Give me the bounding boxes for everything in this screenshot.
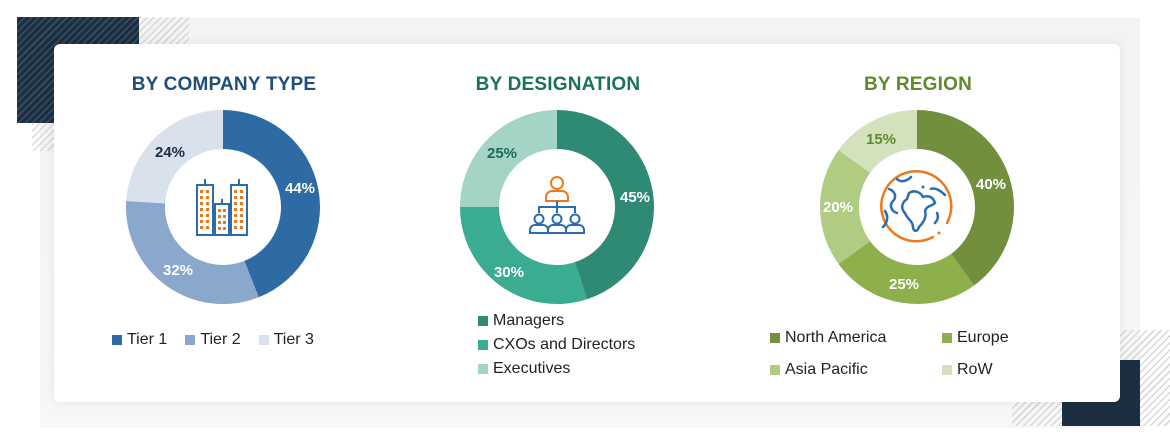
legend-label: Europe: [957, 329, 1009, 346]
donut-slice: [223, 110, 320, 298]
donut-slice: [917, 110, 1014, 286]
legend-region: North America Europe Asia Pacific RoW: [770, 329, 1009, 379]
legend-item-tier3: Tier 3: [258, 331, 314, 349]
chart-title-region: BY REGION: [863, 74, 973, 95]
legend-label: Tier 2: [200, 331, 241, 348]
slice-label-row: 15%: [866, 131, 896, 148]
legend-swatch: [942, 365, 952, 375]
legend-swatch: [770, 365, 780, 375]
panel-designation: BY DESIGNATION 45% 30% 25% Managers CXOs…: [388, 44, 728, 402]
legend-label: Tier 3: [273, 331, 314, 348]
legend-label: Executives: [493, 360, 571, 377]
donut-slice: [838, 241, 975, 304]
decor-hatch-left: [32, 123, 54, 151]
legend-label: Tier 1: [127, 331, 168, 348]
chart-title-company-type: BY COMPANY TYPE: [131, 74, 317, 95]
legend-item-executives: Executives: [478, 360, 635, 378]
donut-chart-region: 40% 25% 20% 15%: [820, 110, 1014, 304]
legend-item-asia-pacific: Asia Pacific: [770, 361, 942, 379]
donut-slice: [557, 110, 654, 300]
donut-slice: [126, 200, 259, 304]
slice-label-tier1: 44%: [285, 180, 315, 197]
legend-swatch: [478, 316, 488, 326]
slice-label-tier2: 32%: [163, 262, 193, 279]
donut-slice: [838, 110, 917, 173]
legend-swatch: [770, 333, 780, 343]
donut-slice: [820, 149, 871, 265]
legend-item-row: RoW: [942, 361, 1009, 379]
legend-item-north-america: North America: [770, 329, 942, 347]
slice-label-cxos: 30%: [494, 264, 524, 281]
legend-company-type: Tier 1 Tier 2 Tier 3: [112, 331, 314, 349]
donut-slice: [460, 207, 587, 304]
legend-item-tier1: Tier 1: [112, 331, 167, 349]
globe-icon: [880, 170, 953, 243]
legend-label: CXOs and Directors: [493, 336, 636, 353]
legend-item-europe: Europe: [942, 329, 1009, 347]
legend-label: North America: [785, 329, 887, 346]
org-hierarchy-icon: [529, 176, 585, 234]
legend-swatch: [185, 335, 196, 345]
decor-hatch-top-left: [139, 17, 189, 45]
legend-item-managers: Managers: [478, 312, 635, 330]
slice-label-asia-pacific: 20%: [823, 199, 853, 216]
buildings-icon: [196, 179, 248, 236]
panel-region: BY REGION 40% 25% 20% 15% North America …: [748, 44, 1088, 402]
chart-title-designation: BY DESIGNATION: [475, 74, 641, 95]
donut-chart-company-type: 44% 32% 24%: [126, 110, 320, 304]
chart-card: BY COMPANY TYPE: [54, 44, 1120, 402]
slice-label-executives: 25%: [487, 145, 517, 162]
donut-slice: [460, 110, 557, 207]
legend-swatch: [478, 340, 488, 350]
donut-chart-designation: 45% 30% 25%: [460, 110, 654, 304]
legend-item-tier2: Tier 2: [185, 331, 241, 349]
panel-company-type: BY COMPANY TYPE: [54, 44, 394, 402]
slice-label-north-america: 40%: [976, 176, 1006, 193]
slice-label-tier3: 24%: [155, 144, 185, 161]
legend-swatch: [478, 364, 488, 374]
slice-label-europe: 25%: [889, 276, 919, 293]
legend-swatch: [112, 335, 122, 345]
legend-swatch: [942, 333, 952, 343]
legend-swatch: [258, 335, 269, 345]
legend-label: Asia Pacific: [785, 361, 868, 378]
legend-label: Managers: [493, 312, 565, 329]
slice-label-managers: 45%: [620, 189, 650, 206]
legend-item-cxos: CXOs and Directors: [478, 336, 635, 354]
legend-designation: Managers CXOs and Directors Executives: [478, 312, 635, 378]
donut-slice: [126, 110, 223, 204]
legend-label: RoW: [957, 361, 993, 378]
